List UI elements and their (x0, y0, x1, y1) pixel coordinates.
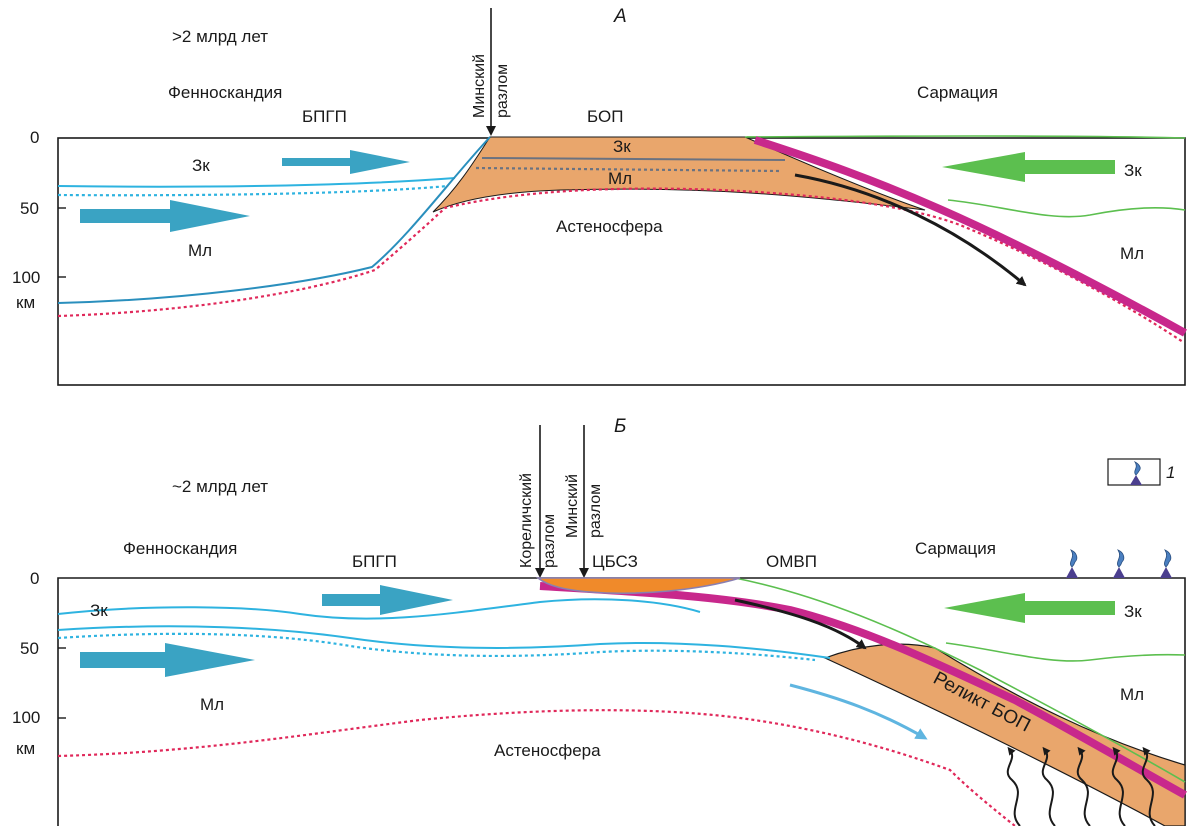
melt-arrow-1 (1006, 746, 1021, 826)
panel-a-center-block: БОП (587, 107, 623, 126)
panel-a-letter: А (613, 6, 627, 27)
panel-b-sarmatia-motion-arrow (944, 593, 1115, 623)
panel-a-left-region: Фенноскандия (168, 83, 282, 102)
panel-b-volcanoes (1066, 549, 1172, 578)
panel-b-asthenosphere: Астеносфера (494, 741, 601, 760)
panel-a-crust-right: Зк (1124, 161, 1142, 180)
panel-a-mantle-right: Мл (1120, 244, 1144, 263)
panel-a-depth-unit: км (16, 293, 35, 312)
panel-b-cyan-moho (57, 625, 831, 659)
panel-b-letter: Б (614, 416, 626, 437)
panel-a-age: >2 млрд лет (172, 27, 268, 46)
panel-b-depth-0: 0 (30, 569, 39, 588)
panel-a-mantle-left: Мл (188, 241, 212, 260)
panel-a-fault-label-2: разлом (494, 64, 511, 118)
panel-a-depth-100: 100 (12, 268, 40, 287)
panel-b-fault1-label-2: разлом (541, 514, 558, 568)
panel-b-fault1-label-1: Кореличский (518, 473, 535, 568)
legend-number: 1 (1166, 463, 1175, 482)
panel-a-right-region: Сармация (917, 83, 998, 102)
panel-b: Б ~2 млрд лет Фенноскандия БПГП ЦБСЗ ОМВ… (12, 416, 1187, 826)
legend: 1 (1107, 458, 1175, 486)
panel-b-green-top (734, 577, 1186, 783)
panel-b-right-region: Сармация (915, 539, 996, 558)
panel-b-left-region: Фенноскандия (123, 539, 237, 558)
panel-a-cyan-moho (57, 177, 456, 188)
panel-a-moho-dotted (475, 166, 781, 173)
volcano-icon (1113, 549, 1125, 578)
panel-b-mantle-flow-arrow (789, 683, 928, 740)
panel-a-fault-label-1: Минский (471, 54, 488, 118)
panel-b-cyan-crust-base (57, 598, 701, 620)
legend-volcano-icon (1130, 460, 1142, 485)
volcano-icon (1160, 549, 1172, 578)
panel-a-subducting-slab (753, 136, 1187, 337)
panel-b-left-belt: БПГП (352, 552, 397, 571)
panel-b-crust-right: Зк (1124, 602, 1142, 621)
panel-a-asthenosphere-boundary (57, 187, 1184, 343)
panel-a: А >2 млрд лет Фенноскандия БПГП БОП Сарм… (12, 6, 1187, 386)
panel-a-crust-center: Зк (613, 137, 631, 156)
melt-arrow-3 (1076, 746, 1091, 826)
panel-a-crust-left: Зк (192, 156, 210, 175)
panel-a-sarmatia-motion-arrow (942, 152, 1115, 182)
panel-b-depth-50: 50 (20, 639, 39, 658)
panel-b-mantle-right: Мл (1120, 685, 1144, 704)
panel-a-moho-solid (481, 157, 786, 161)
panel-a-green-surface (744, 135, 1186, 139)
panel-a-asthenosphere: Астеносфера (556, 217, 663, 236)
panel-b-right-belt: ОМВП (766, 552, 817, 571)
panel-a-green-moho (947, 199, 1186, 218)
panel-b-center-block: ЦБСЗ (592, 552, 638, 571)
panel-b-fault2-label-2: разлом (587, 484, 604, 538)
panel-a-subduction-arrow (794, 173, 1027, 287)
panel-b-melt-arrows (1006, 746, 1156, 826)
panel-a-depth-50: 50 (20, 199, 39, 218)
panel-b-green-moho (945, 642, 1186, 662)
panel-b-age: ~2 млрд лет (172, 477, 268, 496)
panel-b-crust-motion-arrow (322, 585, 453, 615)
panel-b-depth-unit: км (16, 739, 35, 758)
panel-a-crust-motion-arrow (282, 150, 410, 174)
volcano-icon (1066, 549, 1078, 578)
panel-b-fault2-label-1: Минский (564, 474, 581, 538)
panel-b-subducting-slab (539, 582, 1187, 799)
panel-b-cyan-moho-dotted (57, 632, 816, 662)
panel-a-depth-0: 0 (30, 128, 39, 147)
panel-b-tsbsz-lens (535, 577, 741, 595)
melt-arrow-4 (1111, 746, 1126, 826)
panel-b-crust-left: Зк (90, 601, 108, 620)
panel-a-mantle-center: Мл (608, 169, 632, 188)
panel-a-mantle-motion-arrow (80, 200, 250, 232)
melt-arrow-5 (1141, 746, 1156, 826)
panel-b-asthenosphere-boundary (57, 709, 1016, 826)
panel-a-lithosphere-base (57, 136, 491, 304)
panel-b-mantle-left: Мл (200, 695, 224, 714)
melt-arrow-2 (1041, 746, 1056, 826)
panel-b-relict-bop (823, 643, 1186, 826)
panel-a-left-belt: БПГП (302, 107, 347, 126)
panel-b-depth-100: 100 (12, 708, 40, 727)
panel-b-subduction-arrow (734, 598, 867, 650)
panel-b-mantle-motion-arrow (80, 643, 255, 677)
